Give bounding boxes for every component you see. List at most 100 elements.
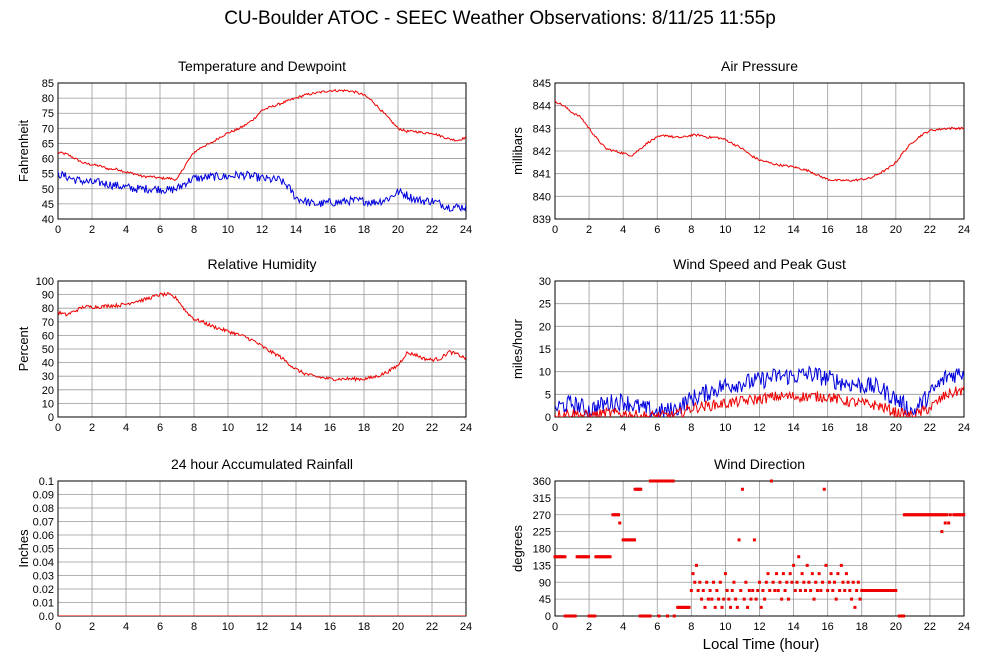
data-point xyxy=(766,572,770,576)
x-tick-label: 2 xyxy=(89,224,95,236)
data-point xyxy=(783,589,787,592)
y-tick-label: 315 xyxy=(533,493,551,505)
data-point xyxy=(798,589,802,592)
data-point xyxy=(776,589,780,592)
y-tick-label: 80 xyxy=(42,303,54,315)
y-tick-label: 80 xyxy=(42,93,54,105)
y-tick-label: 15 xyxy=(539,344,551,356)
data-point xyxy=(703,605,707,609)
data-point xyxy=(694,563,698,567)
data-point xyxy=(826,589,830,592)
data-point xyxy=(853,605,857,609)
data-point xyxy=(608,555,612,559)
y-tick-label: 40 xyxy=(42,358,54,370)
data-point xyxy=(737,538,741,542)
y-tick-label: 60 xyxy=(42,154,54,166)
y-tick-label: 30 xyxy=(42,371,54,383)
data-point xyxy=(778,580,782,584)
y-tick-label: 0 xyxy=(545,611,551,623)
x-tick-label: 12 xyxy=(753,621,765,633)
chart-title: 24 hour Accumulated Rainfall xyxy=(171,456,353,472)
data-point xyxy=(832,580,836,584)
x-tick-label: 8 xyxy=(688,224,694,236)
x-tick-label: 12 xyxy=(256,422,268,434)
y-tick-label: 842 xyxy=(533,146,551,158)
data-point xyxy=(706,597,710,601)
data-point xyxy=(780,597,784,601)
data-point xyxy=(751,589,755,592)
data-point xyxy=(593,614,597,618)
y-tick-label: 0.09 xyxy=(33,490,54,502)
data-point xyxy=(758,580,761,584)
x-tick-label: 0 xyxy=(55,224,61,236)
x-tick-label: 6 xyxy=(654,224,660,236)
x-tick-label: 22 xyxy=(426,621,438,633)
data-point xyxy=(805,563,809,567)
data-point xyxy=(768,589,772,592)
y-tick-label: 839 xyxy=(533,214,551,226)
data-point xyxy=(829,572,833,576)
data-point xyxy=(940,530,944,534)
x-tick-label: 18 xyxy=(856,621,868,633)
data-point xyxy=(788,572,792,576)
x-tick-label: 14 xyxy=(290,422,302,434)
data-point xyxy=(720,605,724,609)
y-tick-label: 0.04 xyxy=(33,557,54,569)
x-tick-label: 22 xyxy=(426,422,438,434)
y-axis-label: Inches xyxy=(16,529,31,568)
x-tick-label: 20 xyxy=(890,621,902,633)
x-tick-label: 16 xyxy=(822,422,834,434)
x-tick-label: 6 xyxy=(157,621,163,633)
y-tick-label: 0.07 xyxy=(33,517,54,529)
data-point xyxy=(756,589,760,592)
data-point xyxy=(689,589,693,592)
data-point xyxy=(687,605,691,609)
x-tick-label: 20 xyxy=(392,422,404,434)
x-tick-label: 22 xyxy=(924,422,936,434)
y-tick-label: 225 xyxy=(533,527,551,539)
data-point xyxy=(747,589,751,592)
y-tick-label: 844 xyxy=(533,101,551,113)
y-tick-label: 70 xyxy=(42,123,54,135)
data-point xyxy=(723,572,727,576)
y-tick-label: 180 xyxy=(533,544,551,556)
x-tick-label: 10 xyxy=(719,422,731,434)
y-tick-label: 0.1 xyxy=(39,476,54,488)
y-tick-label: 840 xyxy=(533,191,551,203)
data-point xyxy=(793,589,797,592)
series-line-1 xyxy=(555,365,964,417)
data-point xyxy=(902,614,906,618)
y-tick-label: 845 xyxy=(533,78,551,90)
y-tick-label: 135 xyxy=(533,560,551,572)
x-tick-label: 16 xyxy=(324,621,336,633)
data-point xyxy=(734,597,738,601)
x-tick-label: 0 xyxy=(552,621,558,633)
data-point xyxy=(851,580,855,584)
data-point xyxy=(725,589,729,592)
data-point xyxy=(573,614,577,618)
x-tick-label: 24 xyxy=(460,224,472,236)
y-tick-label: 40 xyxy=(42,214,54,226)
y-tick-label: 20 xyxy=(42,385,54,397)
x-tick-label: 4 xyxy=(620,621,626,633)
series-line-1 xyxy=(58,291,466,383)
data-point xyxy=(945,513,949,517)
data-point xyxy=(708,589,712,592)
data-point xyxy=(730,589,734,592)
x-tick-label: 8 xyxy=(688,621,694,633)
data-point xyxy=(831,589,835,592)
data-point xyxy=(735,605,739,609)
plot-border xyxy=(57,82,467,220)
data-point xyxy=(795,580,799,584)
data-point xyxy=(701,589,705,592)
x-tick-label: 22 xyxy=(924,621,936,633)
y-tick-label: 45 xyxy=(42,199,54,211)
data-point xyxy=(834,597,838,601)
data-point xyxy=(771,580,775,584)
y-tick-label: 0.0 xyxy=(39,611,54,623)
data-point xyxy=(841,580,845,584)
x-tick-label: 16 xyxy=(822,621,834,633)
y-tick-label: 0.06 xyxy=(33,530,54,542)
x-tick-label: 10 xyxy=(222,621,234,633)
x-tick-label: 6 xyxy=(654,621,660,633)
